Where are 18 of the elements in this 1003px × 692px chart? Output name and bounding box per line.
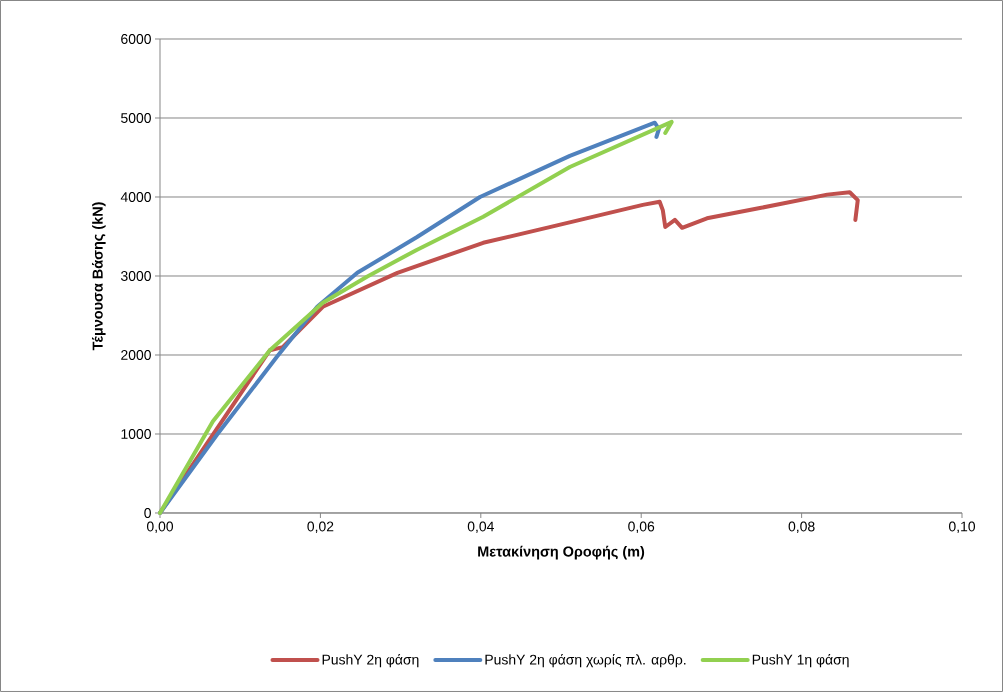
y-tick-label: 1000 xyxy=(121,429,151,439)
x-axis-title: Μετακίνηση Οροφής (m) xyxy=(478,545,645,560)
y-tick-label: 4000 xyxy=(120,192,151,202)
x-tick-label: 0,02 xyxy=(307,521,334,534)
y-tick-label: 0 xyxy=(144,508,151,518)
x-tick-label: 0,00 xyxy=(146,521,174,534)
x-tick-label: 0,06 xyxy=(628,521,655,534)
y-axis-title: Τέμνουσα Βάσης (kN) xyxy=(91,202,106,351)
y-tick-label: 2000 xyxy=(121,350,151,360)
legend-label: PushY 2η φάση χωρίς πλ. αρθρ. xyxy=(485,653,686,668)
y-tick-label: 3000 xyxy=(120,271,151,281)
y-tick-label: 6000 xyxy=(121,34,151,44)
x-tick-label: 0,04 xyxy=(467,521,494,534)
legend-label: PushY 2η φάση xyxy=(322,653,419,668)
y-tick-label: 5000 xyxy=(121,113,151,123)
legend-label: PushY 1η φάση xyxy=(752,653,849,668)
x-tick-label: 0,08 xyxy=(788,521,815,534)
x-tick-label: 0,10 xyxy=(948,521,976,534)
